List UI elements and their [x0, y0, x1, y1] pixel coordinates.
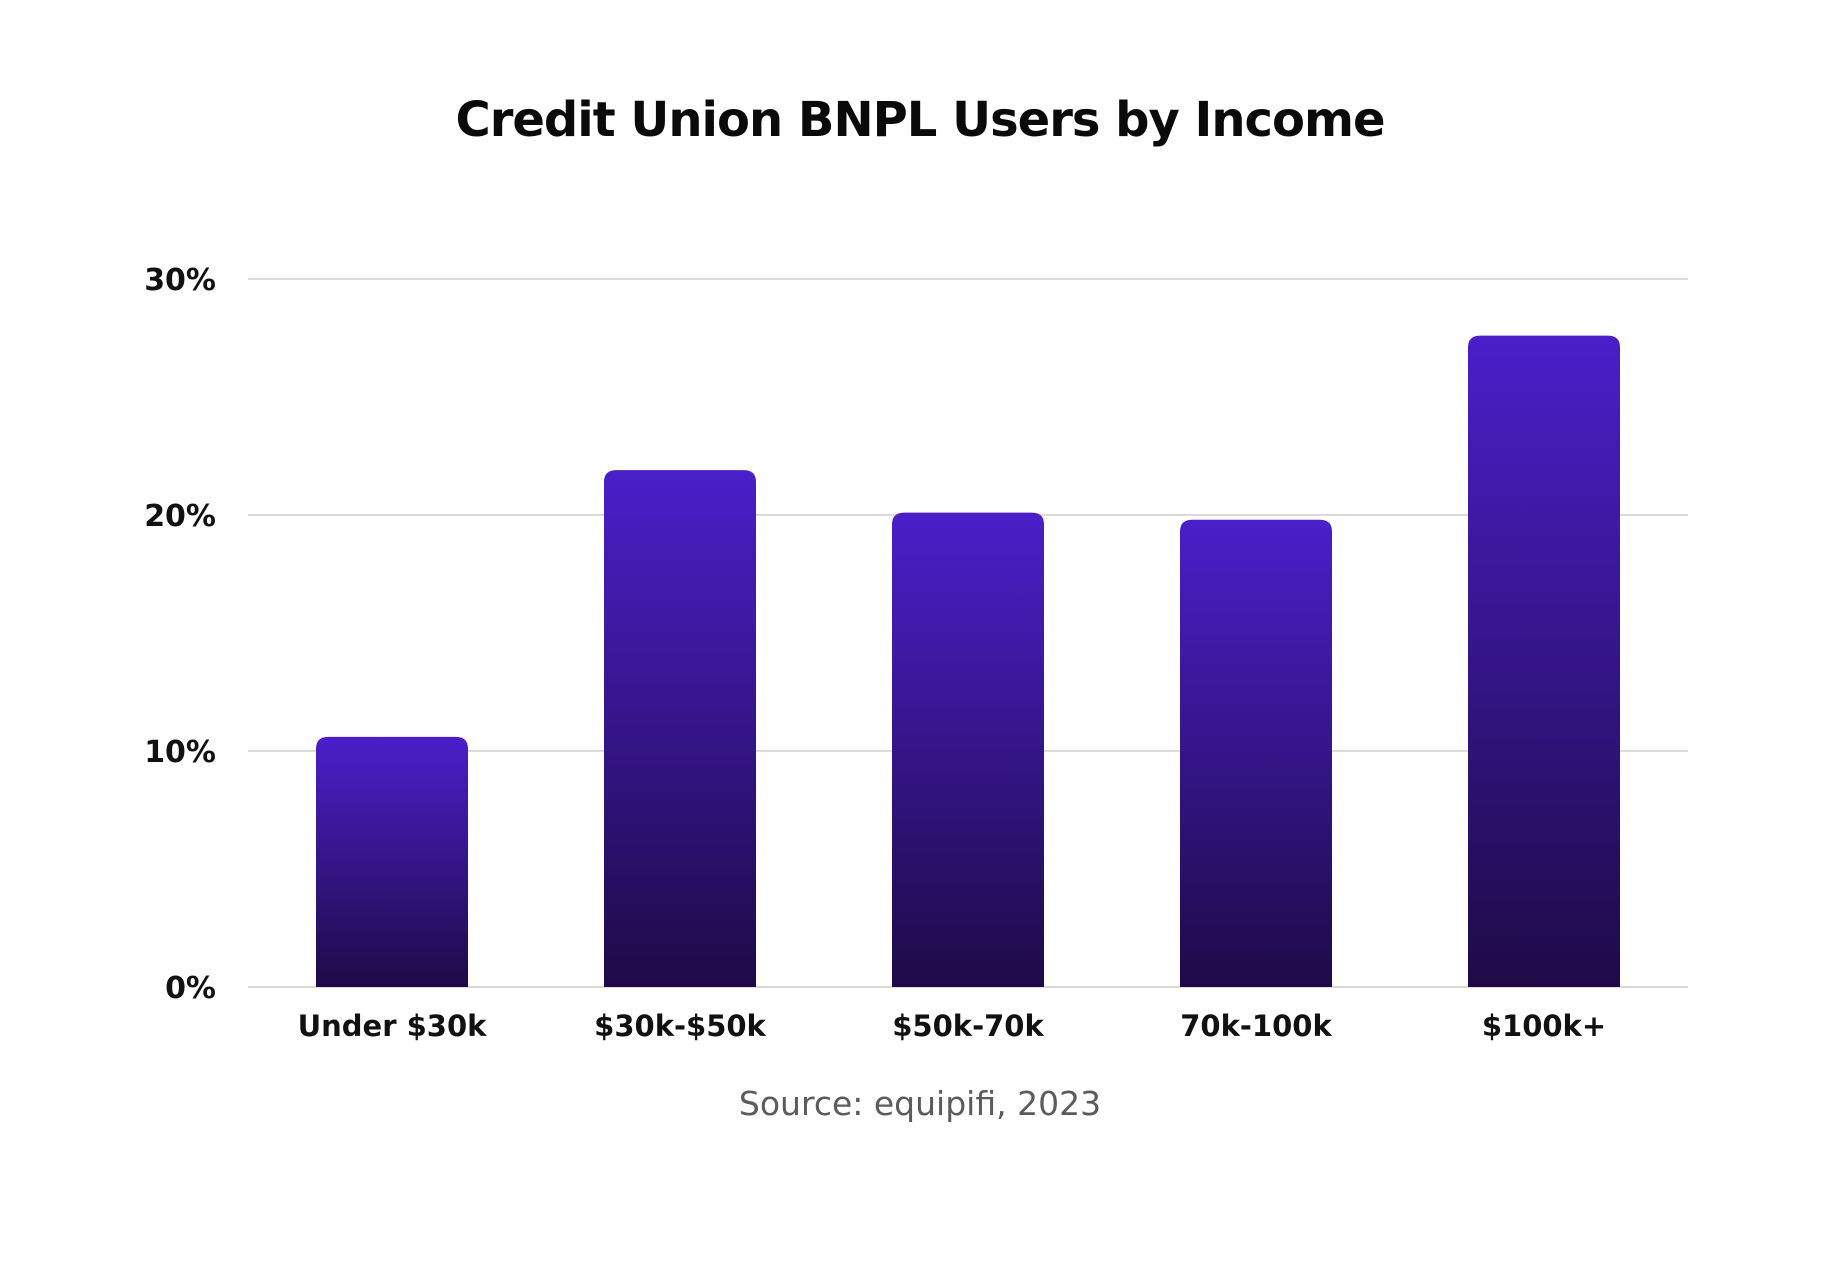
x-tick-label: $100k+ — [1482, 1009, 1606, 1043]
x-axis-ticks: Under $30k $30k-$50k $50k-70k 70k-100k $100k… — [298, 1009, 1607, 1043]
bar — [316, 736, 468, 987]
y-tick-label: 30% — [144, 263, 216, 298]
bar — [1180, 519, 1332, 987]
bars — [316, 335, 1620, 987]
y-tick-label: 20% — [144, 499, 216, 534]
x-tick-label: Under $30k — [298, 1009, 488, 1043]
x-tick-label: 70k-100k — [1180, 1009, 1332, 1043]
x-tick-label: $50k-70k — [892, 1009, 1044, 1043]
chart-title: Credit Union BNPL Users by Income — [455, 92, 1385, 148]
bar — [892, 512, 1044, 987]
bar — [1468, 335, 1620, 987]
y-axis-ticks: 0% 10% 20% 30% — [144, 263, 216, 1006]
y-tick-label: 0% — [165, 971, 216, 1006]
source-note: Source: equipifi, 2023 — [738, 1084, 1102, 1123]
bar — [604, 470, 756, 987]
y-tick-label: 10% — [144, 735, 216, 770]
x-tick-label: $30k-$50k — [594, 1009, 766, 1043]
